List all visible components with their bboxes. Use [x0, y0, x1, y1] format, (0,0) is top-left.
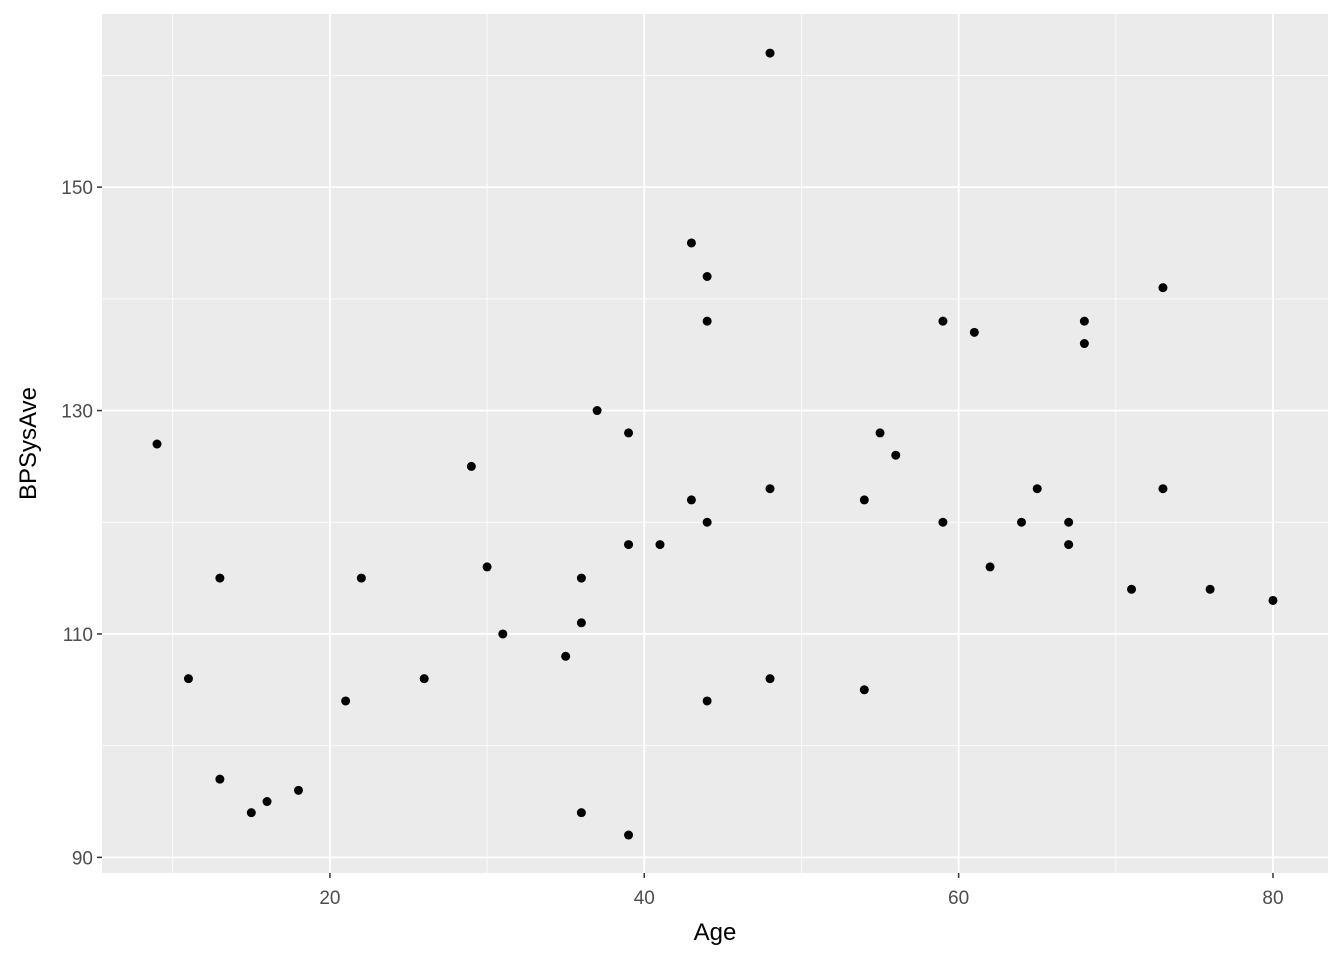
- x-tick-label: 40: [634, 888, 655, 909]
- data-point: [576, 573, 586, 583]
- data-point: [419, 674, 429, 684]
- data-point: [262, 797, 272, 807]
- data-point: [356, 573, 366, 583]
- data-point: [875, 428, 885, 438]
- data-point: [152, 439, 162, 449]
- y-tick-label: 130: [61, 402, 93, 423]
- data-point: [655, 540, 665, 550]
- data-point: [765, 48, 775, 58]
- y-tick-label: 150: [61, 178, 93, 199]
- x-tick-label: 60: [948, 888, 969, 909]
- grid-lines: [102, 14, 1328, 873]
- data-point: [938, 517, 948, 527]
- data-point: [624, 830, 634, 840]
- data-point: [1127, 584, 1137, 594]
- data-point: [765, 484, 775, 494]
- data-point: [341, 696, 351, 706]
- data-point: [859, 495, 869, 505]
- data-point: [686, 238, 696, 248]
- data-point: [702, 517, 712, 527]
- data-point: [985, 562, 995, 572]
- data-points: [152, 48, 1278, 840]
- x-tick-label: 80: [1262, 888, 1283, 909]
- data-point: [1079, 339, 1089, 349]
- data-point: [686, 495, 696, 505]
- data-point: [1017, 517, 1026, 527]
- data-point: [1064, 517, 1074, 527]
- data-point: [576, 808, 586, 818]
- data-point: [466, 461, 476, 471]
- data-point: [293, 785, 303, 795]
- data-point: [498, 629, 508, 639]
- data-point: [702, 316, 712, 326]
- data-point: [592, 406, 602, 416]
- x-tick-label: 20: [319, 888, 340, 909]
- y-axis-label: BPSysAve: [15, 387, 42, 500]
- x-axis-label: Age: [694, 919, 737, 946]
- data-point: [938, 316, 948, 326]
- data-point: [624, 428, 634, 438]
- data-point: [1158, 283, 1168, 293]
- y-tick-label: 90: [72, 848, 93, 869]
- data-point: [1268, 595, 1278, 605]
- data-point: [482, 562, 492, 572]
- data-point: [1205, 584, 1215, 594]
- data-point: [576, 618, 586, 628]
- data-point: [859, 685, 869, 695]
- data-point: [561, 651, 571, 661]
- axis-ticks: 20 40 60 80 90 110 130 150: [61, 178, 1283, 909]
- data-point: [702, 696, 712, 706]
- data-point: [765, 674, 775, 684]
- data-point: [183, 674, 193, 684]
- data-point: [215, 774, 225, 784]
- data-point: [702, 272, 712, 282]
- data-point: [624, 540, 634, 550]
- data-point: [1064, 540, 1074, 550]
- data-point: [215, 573, 225, 583]
- data-point: [969, 327, 979, 337]
- y-tick-label: 110: [63, 625, 93, 646]
- data-point: [1032, 484, 1042, 494]
- data-point: [1158, 484, 1168, 494]
- data-point: [246, 808, 256, 818]
- plot-panel: [102, 14, 1328, 873]
- data-point: [1079, 316, 1089, 326]
- data-point: [891, 450, 901, 460]
